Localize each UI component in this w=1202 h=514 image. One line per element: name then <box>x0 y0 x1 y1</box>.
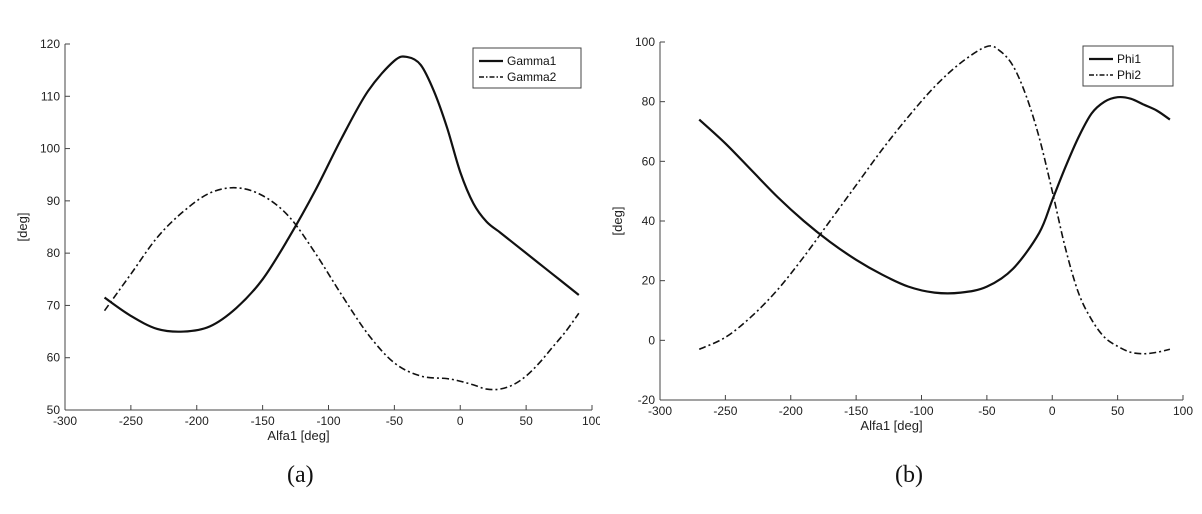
y-tick-label: 20 <box>642 274 656 288</box>
axes-b: -300 -250 -200 -150 -100 -50 0 50 100-2002040608… <box>635 35 1193 418</box>
legend-label: Gamma1 <box>507 54 557 68</box>
legend-a: Gamma1 Gamma2 <box>472 47 582 89</box>
axes-a: -300 -250 -200 -150 -100 -50 0 50 100 50 60 70 80 90 1… <box>40 37 600 428</box>
y-tick-label: 60 <box>47 351 61 365</box>
series-line-gamma2 <box>103 186 580 391</box>
y-tick-label: 110 <box>41 89 60 103</box>
legend-label: Phi2 <box>1117 68 1141 82</box>
y-tick-label: 80 <box>47 246 61 260</box>
x-tick-label: 100 <box>1173 404 1193 418</box>
legend-label: Gamma2 <box>507 70 557 84</box>
y-tick-label: 100 <box>635 35 655 49</box>
legend-box <box>472 47 582 89</box>
y-tick-label: 80 <box>642 95 656 109</box>
x-tick-label: -150 <box>251 414 275 428</box>
chart-b: -300 -250 -200 -150 -100 -50 0 50 100-2002040608… <box>610 35 1193 433</box>
series-line-gamma1 <box>103 55 580 333</box>
legend-box <box>1082 45 1174 87</box>
y-tick-label: 60 <box>642 154 656 168</box>
series-line-phi1 <box>698 95 1171 295</box>
x-tick-label: 0 <box>1049 404 1056 418</box>
x-tick-label: 50 <box>519 414 533 428</box>
x-tick-label: -150 <box>844 404 868 418</box>
chart-a: -300 -250 -200 -150 -100 -50 0 50 100 50 60 70 80 90 1… <box>15 37 600 443</box>
legend-b: Phi1 Phi2 <box>1082 45 1174 87</box>
x-tick-label: -200 <box>185 414 209 428</box>
x-tick-label: 100 <box>582 414 600 428</box>
x-tick-label: -250 <box>713 404 737 418</box>
y-tick-label: 40 <box>642 214 656 228</box>
legend-label: Phi1 <box>1117 52 1141 66</box>
y-tick-label: 90 <box>47 194 61 208</box>
y-tick-label: 100 <box>40 142 60 156</box>
caption-a: (a) <box>287 462 314 488</box>
y-tick-label: 50 <box>47 403 61 417</box>
x-tick-label: 50 <box>1111 404 1125 418</box>
x-tick-label: -100 <box>909 404 933 418</box>
y-tick-label: -20 <box>638 393 656 407</box>
series-line-phi2 <box>698 45 1171 355</box>
x-axis-label: Alfa1 [deg] <box>860 418 922 433</box>
x-tick-label: -250 <box>119 414 143 428</box>
x-tick-label: -50 <box>386 414 404 428</box>
y-tick-label: 0 <box>648 333 655 347</box>
y-tick-label: 120 <box>40 37 60 51</box>
x-tick-label: 0 <box>457 414 464 428</box>
x-tick-label: -100 <box>316 414 340 428</box>
x-tick-label: -200 <box>779 404 803 418</box>
y-axis-label: [deg] <box>15 213 30 242</box>
x-tick-label: -50 <box>978 404 996 418</box>
caption-b: (b) <box>895 462 923 488</box>
x-tick-label: -300 <box>648 404 672 418</box>
y-axis-label: [deg] <box>610 207 625 236</box>
x-axis-label: Alfa1 [deg] <box>267 428 329 443</box>
y-tick-label: 70 <box>47 298 61 312</box>
x-tick-label: -300 <box>53 414 77 428</box>
